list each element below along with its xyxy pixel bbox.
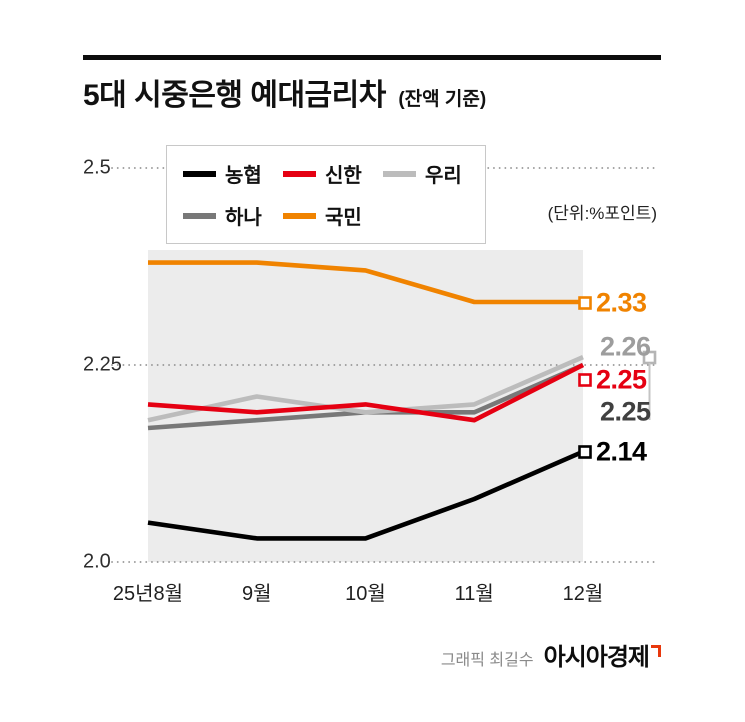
brand-mark-icon <box>651 645 661 657</box>
end-value-label: 2.33 <box>596 287 647 318</box>
end-value-label: 2.14 <box>596 436 647 467</box>
line-swatch-icon <box>283 170 316 177</box>
y-axis-tick: 2.0 <box>83 550 111 573</box>
end-value-label: 2.25 <box>600 396 651 427</box>
x-axis-label: 25년8월 <box>112 583 184 605</box>
legend-item-kookmin: 국민 <box>283 201 383 230</box>
title-text: 5대 시중은행 예대금리차 <box>83 79 386 112</box>
title-subtext: (잔액 기준) <box>398 89 487 110</box>
line-swatch-icon <box>383 170 416 177</box>
graphic-credit: 그래픽 최길수 <box>440 652 534 669</box>
end-value-label: 2.25 <box>596 364 647 395</box>
title-rule <box>83 55 661 60</box>
legend-label: 하나 <box>225 207 262 229</box>
legend-label: 신한 <box>325 165 362 187</box>
credit-line: 그래픽 최길수 아시아경제 <box>441 637 661 672</box>
x-axis-label: 9월 <box>241 583 272 605</box>
legend-item-hana: 하나 <box>183 201 283 230</box>
line-swatch-icon <box>183 212 216 219</box>
y-axis-tick: 2.5 <box>83 156 111 179</box>
x-axis-label: 12월 <box>562 583 604 605</box>
legend-label: 우리 <box>425 165 462 187</box>
line-swatch-icon <box>283 212 316 219</box>
page-title: 5대 시중은행 예대금리차 (잔액 기준) <box>83 70 486 114</box>
y-axis-tick: 2.25 <box>83 353 122 376</box>
brand-logo: 아시아경제 <box>544 637 661 672</box>
legend-item-woori: 우리 <box>383 159 483 188</box>
legend-item-shinhan: 신한 <box>283 159 383 188</box>
legend-label: 농협 <box>225 165 262 187</box>
unit-label: (단위:%포인트) <box>547 204 657 223</box>
legend-item-nonghyup: 농협 <box>183 159 283 188</box>
legend: 농협 신한 우리 하나 국민 <box>166 145 486 244</box>
line-swatch-icon <box>183 170 216 177</box>
end-value-label: 2.26 <box>600 331 651 362</box>
legend-label: 국민 <box>325 207 362 229</box>
x-axis-label: 10월 <box>345 583 386 605</box>
x-axis-label: 11월 <box>454 583 494 605</box>
brand-text: 아시아경제 <box>543 644 650 671</box>
